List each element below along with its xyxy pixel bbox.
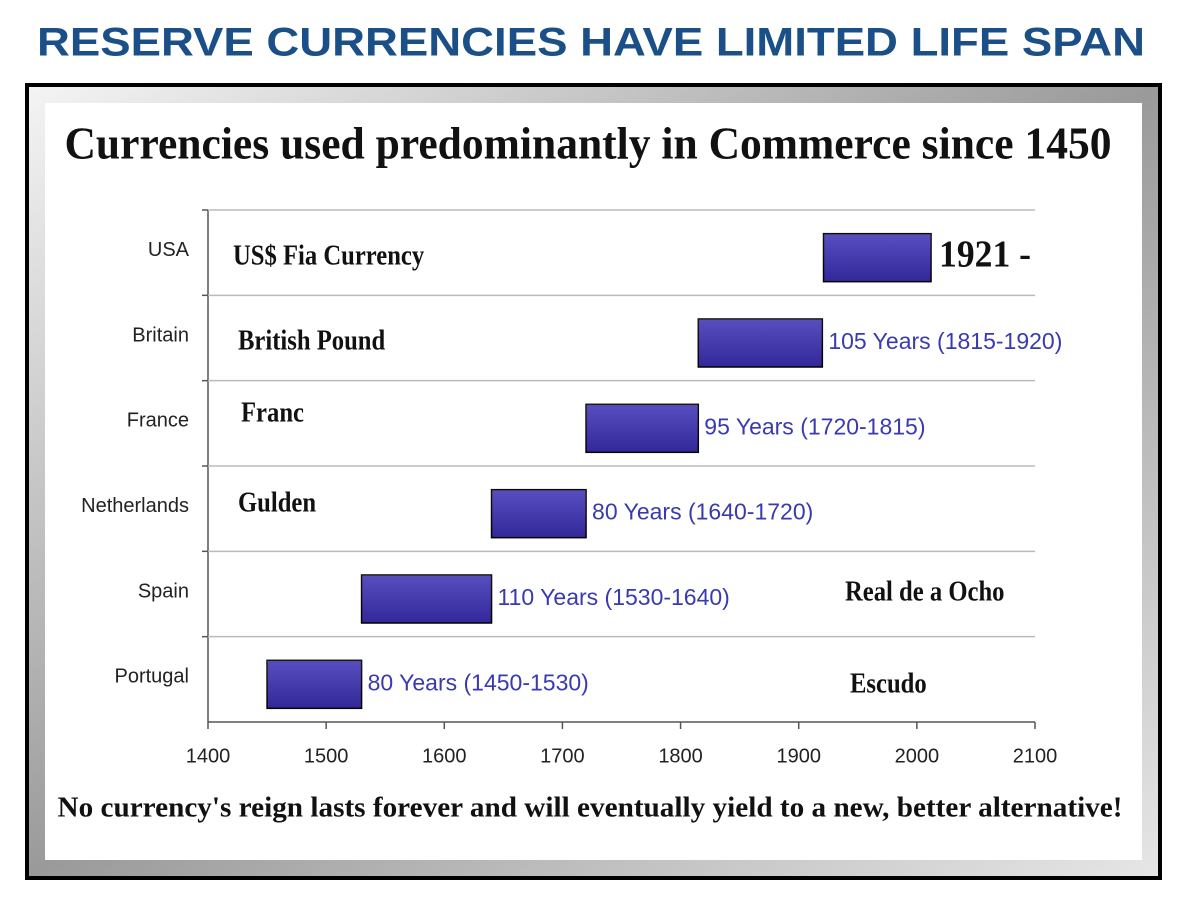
currency-name: US$ Fia Currency xyxy=(233,239,425,271)
category-label: Portugal xyxy=(115,666,190,688)
value-label: 80 Years (1640-1720) xyxy=(592,499,813,525)
chart-footer: No currency's reign lasts forever and wi… xyxy=(58,792,1123,824)
category-label: Netherlands xyxy=(81,495,189,517)
value-label: 110 Years (1530-1640) xyxy=(498,584,730,610)
currency-name: Escudo xyxy=(850,667,927,699)
x-tick-label: 1400 xyxy=(186,745,231,767)
x-tick-label: 1900 xyxy=(776,745,821,767)
bar-shade xyxy=(267,660,362,709)
currency-name: Real de a Ocho xyxy=(845,575,1004,607)
x-tick-label: 1600 xyxy=(422,745,467,767)
currency-name: British Pound xyxy=(238,324,385,356)
value-label: 105 Years (1815-1920) xyxy=(828,328,1062,354)
value-label: 1921 - xyxy=(939,233,1031,275)
bar-shade xyxy=(491,489,587,538)
page-title: RESERVE CURRENCIES HAVE LIMITED LIFE SPA… xyxy=(37,21,1145,65)
currency-name: Franc xyxy=(241,396,304,428)
bar-shade xyxy=(698,319,823,367)
bar-shade xyxy=(823,233,932,282)
chart-title: Currencies used predominantly in Commerc… xyxy=(65,118,1112,169)
currency-name: Gulden xyxy=(238,486,316,518)
x-tick-label: 1800 xyxy=(658,745,703,767)
value-label: 80 Years (1450-1530) xyxy=(368,669,589,695)
x-tick-label: 1700 xyxy=(540,745,585,767)
frame-inner xyxy=(45,103,1142,860)
category-label: France xyxy=(127,410,189,432)
value-label: 95 Years (1720-1815) xyxy=(704,413,925,439)
bar-shade xyxy=(586,404,699,453)
x-tick-label: 2100 xyxy=(1013,745,1058,767)
category-label: Spain xyxy=(138,580,189,602)
x-tick-label: 2000 xyxy=(895,745,940,767)
category-label: Britain xyxy=(132,324,189,346)
bar-shade xyxy=(361,575,492,623)
category-label: USA xyxy=(148,239,190,261)
x-tick-label: 1500 xyxy=(304,745,349,767)
